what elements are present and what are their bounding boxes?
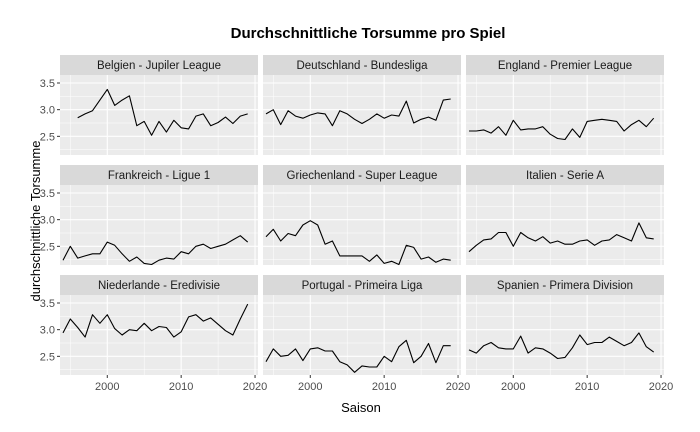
x-tick-label: 2000 — [95, 381, 119, 393]
panel-background — [263, 75, 461, 155]
x-tick-label: 2000 — [298, 381, 322, 393]
facet-strip — [466, 55, 664, 75]
facet-strip-label: Italien - Serie A — [526, 170, 604, 182]
x-tick-label: 2010 — [575, 381, 599, 393]
panel-background — [263, 295, 461, 375]
facet-panels: Belgien - Jupiler League 2.5 3.0 3.5 Deutsch… — [40, 55, 673, 393]
facet-panel-6: Italien - Serie A — [466, 165, 664, 265]
facet-strip-label: Deutschland - Bundesliga — [296, 60, 428, 72]
facet-strip-label: Frankreich - Ligue 1 — [108, 170, 210, 182]
panel-background — [60, 185, 258, 265]
facet-strip-label: Niederlande - Eredivisie — [98, 280, 220, 292]
facet-strip-label: Spanien - Primera Division — [497, 280, 633, 292]
panel-background — [466, 295, 664, 375]
facet-strip — [60, 275, 258, 295]
panel-background — [60, 295, 258, 375]
y-axis-title: durchschnittliche Torsumme — [28, 141, 43, 302]
facet-strip-label: England - Premier League — [498, 60, 632, 72]
series-line — [62, 303, 249, 338]
y-tick-label: 3.5 — [40, 78, 55, 90]
series-line — [265, 220, 451, 266]
series-line — [468, 222, 654, 253]
facet-panel-2: Deutschland - Bundesliga — [263, 55, 461, 155]
facet-strip — [263, 165, 461, 185]
y-tick-label: 3.5 — [40, 188, 55, 200]
facet-panel-5: Griechenland - Super League — [263, 165, 461, 266]
series-line — [265, 339, 451, 373]
y-tick-label: 2.5 — [40, 351, 55, 363]
facet-strip-label: Portugal - Primeira Liga — [302, 280, 423, 292]
facet-strip — [60, 165, 258, 185]
y-tick-label: 3.0 — [40, 215, 55, 227]
panel-background — [466, 75, 664, 155]
series-line — [265, 98, 451, 127]
facet-strip — [466, 275, 664, 295]
series-line — [62, 235, 249, 266]
facet-panel-8: Portugal - Primeira Liga 2000 2010 2020 — [263, 275, 470, 393]
facet-panel-1: Belgien - Jupiler League 2.5 3.0 3.5 — [40, 55, 258, 155]
panel-background — [466, 185, 664, 265]
x-tick-label: 2010 — [372, 381, 396, 393]
y-tick-label: 2.5 — [40, 131, 55, 143]
series-line — [469, 117, 655, 141]
facet-strip — [263, 275, 461, 295]
x-tick-label: 2000 — [501, 381, 525, 393]
series-line — [77, 88, 248, 136]
chart-title: Durchschnittliche Torsumme pro Spiel — [231, 25, 506, 42]
facet-strip-label: Griechenland - Super League — [287, 170, 438, 182]
facet-strip-label: Belgien - Jupiler League — [97, 60, 221, 72]
y-tick-label: 3.5 — [40, 298, 55, 310]
y-tick-label: 2.5 — [40, 241, 55, 253]
facet-panel-3: England - Premier League — [466, 55, 664, 155]
facet-strip — [466, 165, 664, 185]
facet-panel-7: Niederlande - Eredivisie 2.5 3.0 3.5 2000 201… — [40, 275, 267, 393]
panel-background — [60, 75, 258, 155]
panel-background — [263, 185, 461, 265]
x-tick-label: 2020 — [649, 381, 673, 393]
facet-panel-4: Frankreich - Ligue 1 2.5 3.0 3.5 — [40, 165, 258, 266]
y-tick-label: 3.0 — [40, 325, 55, 337]
facet-strip — [263, 55, 461, 75]
x-tick-label: 2020 — [446, 381, 470, 393]
x-tick-label: 2010 — [169, 381, 193, 393]
x-axis-title: Saison — [341, 400, 381, 415]
y-tick-label: 3.0 — [40, 105, 55, 117]
facet-panel-9: Spanien - Primera Division 2000 2010 2020 — [466, 275, 673, 393]
x-tick-label: 2020 — [243, 381, 267, 393]
series-line — [468, 332, 655, 360]
facet-strip — [60, 55, 258, 75]
